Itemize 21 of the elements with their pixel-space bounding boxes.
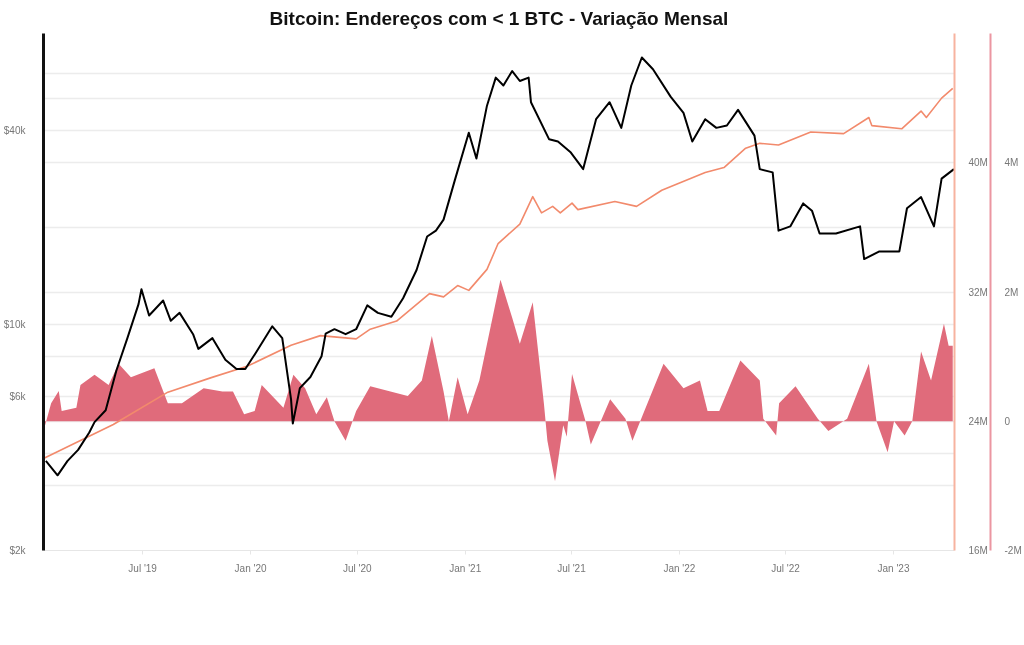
y2-tick-label: 24M	[968, 415, 988, 427]
x-tick-label: Jul '21	[557, 562, 587, 574]
y2-tick-label: 40M	[968, 157, 988, 169]
y2-tick-label: 32M	[968, 286, 988, 298]
x-tick-label: Jan '23	[877, 562, 910, 574]
y3-tick-label: -2M	[1004, 545, 1022, 556]
x-tick-label: Jul '20	[343, 562, 373, 574]
y-tick-label: $6k	[9, 391, 27, 403]
y-tick-label: $10k	[3, 319, 27, 331]
y3-tick-label: 0	[1004, 415, 1011, 427]
x-tick-label: Jul '22	[771, 562, 801, 574]
y3-tick-label: 2M	[1004, 286, 1019, 298]
y2-tick-label: 16M	[968, 545, 988, 556]
y-tick-label: $40k	[3, 125, 27, 137]
x-tick-label: Jan '22	[663, 562, 696, 574]
x-tick-label: Jul '19	[128, 562, 158, 574]
x-tick-label: Jan '20	[234, 562, 267, 574]
y-tick-label: $2k	[9, 545, 27, 556]
chart-title: Bitcoin: Endereços com < 1 BTC - Variação Mensal	[269, 7, 729, 29]
y3-tick-label: 4M	[1004, 157, 1019, 169]
x-tick-label: Jan '21	[449, 562, 482, 574]
